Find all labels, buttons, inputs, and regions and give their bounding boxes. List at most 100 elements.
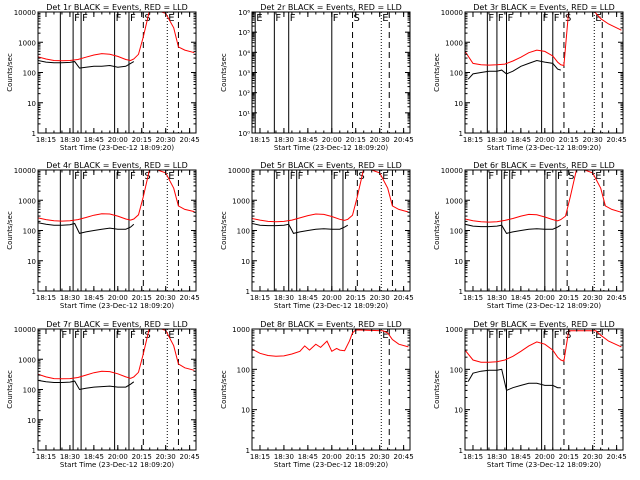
y-tick-label: 100 bbox=[237, 228, 250, 236]
marker-label: F bbox=[116, 330, 122, 341]
x-tick-label: 18:15 bbox=[250, 453, 270, 461]
plot-frame bbox=[464, 328, 624, 451]
x-tick-label: 20:30 bbox=[370, 453, 390, 461]
marker-label: F bbox=[488, 171, 494, 182]
x-axis-label: Start Time (23-Dec-12 18:09:20) bbox=[274, 302, 388, 310]
x-tick-label: 20:30 bbox=[583, 294, 603, 302]
x-tick-label: 20:45 bbox=[180, 453, 200, 461]
marker-label: F bbox=[488, 13, 494, 24]
x-tick-label: 20:00 bbox=[108, 136, 128, 144]
marker-label: E bbox=[595, 330, 601, 341]
x-tick-label: 20:45 bbox=[607, 294, 627, 302]
x-tick-label: 18:30 bbox=[487, 136, 507, 144]
x-tick-label: 20:00 bbox=[322, 136, 342, 144]
series-line-lld bbox=[38, 12, 195, 62]
x-axis-label: Start Time (23-Dec-12 18:09:20) bbox=[487, 461, 601, 469]
x-tick-label: 20:00 bbox=[535, 136, 555, 144]
x-tick-label: 18:30 bbox=[274, 136, 294, 144]
marker-label: E bbox=[256, 13, 262, 24]
series-line-lld bbox=[252, 170, 409, 223]
marker-label: F bbox=[554, 13, 560, 24]
y-tick-label: 10⁶ bbox=[238, 9, 250, 17]
x-tick-label: 18:30 bbox=[274, 453, 294, 461]
x-axis-label: Start Time (23-Dec-12 18:09:20) bbox=[487, 144, 601, 152]
y-tick-label: 100 bbox=[23, 387, 36, 395]
series-line-lld bbox=[38, 329, 195, 380]
x-axis-label: Start Time (23-Dec-12 18:09:20) bbox=[60, 144, 174, 152]
y-tick-label: 10 bbox=[27, 258, 36, 266]
marker-label: F bbox=[507, 13, 513, 24]
y-axis-label: Counts/sec bbox=[220, 211, 228, 250]
y-tick-label: 1 bbox=[32, 130, 36, 138]
series-line-events bbox=[38, 60, 135, 69]
y-tick-label: 10000 bbox=[14, 326, 36, 334]
y-tick-label: 10 bbox=[27, 417, 36, 425]
chart-title: Det 3r BLACK = Events, RED = LLD bbox=[473, 3, 615, 12]
y-axis-label: Counts/sec bbox=[220, 53, 228, 92]
marker-label: F bbox=[333, 13, 339, 24]
x-tick-label: 20:30 bbox=[583, 453, 603, 461]
marker-label: E bbox=[595, 171, 601, 182]
y-tick-label: 10⁵ bbox=[238, 29, 250, 37]
marker-label: S bbox=[568, 171, 574, 182]
chart-title: Det 4r BLACK = Events, RED = LLD bbox=[46, 161, 188, 170]
x-tick-label: 18:30 bbox=[487, 453, 507, 461]
y-tick-label: 1000 bbox=[18, 197, 36, 205]
x-tick-label: 18:30 bbox=[274, 294, 294, 302]
x-tick-label: 20:30 bbox=[156, 136, 176, 144]
x-tick-label: 20:15 bbox=[559, 453, 579, 461]
y-tick-label: 1000 bbox=[18, 39, 36, 47]
chart-title: Det 5r BLACK = Events, RED = LLD bbox=[260, 161, 402, 170]
y-tick-label: 100 bbox=[23, 228, 36, 236]
plot-frame bbox=[251, 328, 411, 451]
y-axis-label: Counts/sec bbox=[6, 370, 14, 409]
x-tick-label: 20:30 bbox=[370, 294, 390, 302]
marker-label: F bbox=[74, 171, 80, 182]
series-line-events bbox=[38, 379, 135, 391]
x-tick-label: 20:15 bbox=[346, 294, 366, 302]
chart-title: Det 7r BLACK = Events, RED = LLD bbox=[46, 320, 188, 329]
x-axis-label: Start Time (23-Dec-12 18:09:20) bbox=[60, 302, 174, 310]
x-tick-label: 20:15 bbox=[132, 136, 152, 144]
chart-title: Det 2r BLACK = Events, RED = LLD bbox=[260, 3, 402, 12]
x-tick-label: 20:45 bbox=[394, 453, 414, 461]
chart-title: Det 8r BLACK = Events, RED = LLD bbox=[260, 320, 402, 329]
marker-label: F bbox=[554, 330, 560, 341]
marker-label: F bbox=[290, 171, 296, 182]
marker-label: E bbox=[595, 13, 601, 24]
x-tick-label: 18:45 bbox=[298, 136, 318, 144]
x-tick-label: 20:45 bbox=[180, 136, 200, 144]
marker-label: F bbox=[498, 330, 504, 341]
y-tick-label: 100 bbox=[450, 70, 463, 78]
x-tick-label: 18:15 bbox=[463, 294, 483, 302]
x-tick-label: 20:00 bbox=[535, 453, 555, 461]
y-tick-label: 10 bbox=[27, 100, 36, 108]
plot-frame bbox=[37, 169, 197, 292]
x-tick-label: 18:30 bbox=[60, 453, 80, 461]
marker-label: E bbox=[382, 171, 388, 182]
y-tick-label: 10000 bbox=[441, 167, 463, 175]
series-line-events bbox=[467, 368, 561, 392]
y-tick-label: 1 bbox=[459, 288, 463, 296]
chart-title: Det 1r BLACK = Events, RED = LLD bbox=[46, 3, 188, 12]
x-tick-label: 20:00 bbox=[535, 294, 555, 302]
y-tick-label: 1 bbox=[32, 447, 36, 455]
marker-label: F bbox=[82, 171, 88, 182]
x-axis-label: Start Time (23-Dec-12 18:09:20) bbox=[487, 302, 601, 310]
x-tick-label: 18:15 bbox=[250, 294, 270, 302]
x-tick-label: 18:45 bbox=[298, 453, 318, 461]
x-tick-label: 18:30 bbox=[487, 294, 507, 302]
plot-frame bbox=[251, 169, 411, 292]
series-line-lld bbox=[38, 170, 195, 222]
marker-label: F bbox=[344, 171, 350, 182]
chart-title: Det 9r BLACK = Events, RED = LLD bbox=[473, 320, 615, 329]
x-tick-label: 18:15 bbox=[250, 136, 270, 144]
y-tick-label: 10000 bbox=[441, 9, 463, 17]
x-tick-label: 20:45 bbox=[180, 294, 200, 302]
x-tick-label: 20:15 bbox=[559, 136, 579, 144]
marker-label: F bbox=[74, 13, 80, 24]
marker-label: F bbox=[543, 330, 549, 341]
marker-label: F bbox=[74, 330, 80, 341]
